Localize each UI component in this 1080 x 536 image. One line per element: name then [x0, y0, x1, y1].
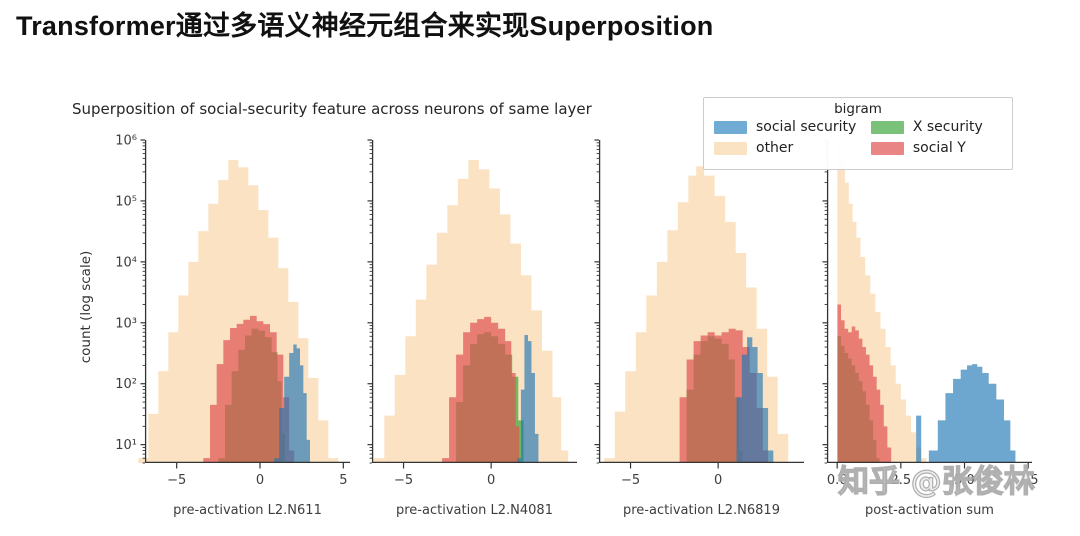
x-tick-label: 0.0 — [827, 473, 848, 488]
legend-entry-x-security: X security — [870, 119, 1002, 135]
legend-label: social security — [756, 119, 857, 135]
x-axis-label-1: pre-activation L2.N611 — [173, 503, 322, 518]
subplot-4-canvas: 0.0 2.5 5.0 7.5 — [822, 139, 1039, 488]
legend-swatch-x-security — [870, 120, 904, 134]
subplot-4: 0.0 2.5 5.0 7.5 post-activation sum — [822, 139, 1039, 518]
subplot-1-canvas: 10¹ 10² 10³ 10⁴ 10⁵ 10⁶ −5 0 5 — [115, 134, 350, 488]
x-tick-label: −5 — [621, 473, 640, 488]
subplot-1: 10¹ 10² 10³ 10⁴ 10⁵ 10⁶ −5 0 5 pre-activation L2.… — [115, 134, 350, 518]
hist-social-security — [916, 364, 1016, 463]
hist-social-security — [274, 344, 310, 463]
legend-label: X security — [912, 119, 983, 135]
x-tick-label: 7.5 — [1018, 473, 1039, 488]
x-axis-label-3: pre-activation L2.N6819 — [623, 503, 780, 518]
x-axis-label-4: post-activation sum — [865, 503, 994, 518]
x-tick-label: 5 — [339, 473, 347, 488]
x-tick-label: 0 — [256, 473, 264, 488]
y-tick-label: 10² — [115, 377, 137, 392]
subplot-3-canvas: −5 0 — [594, 139, 804, 488]
watermark: 知乎 @张俊林 — [837, 463, 1035, 500]
y-tick-label: 10¹ — [115, 438, 137, 453]
subplot-2: −5 0 pre-activation L2.N4081 — [367, 139, 577, 518]
legend-label: social Y — [912, 140, 966, 156]
legend-swatch-social-security — [714, 120, 747, 134]
chart-title: Superposition of social-security feature… — [72, 100, 592, 118]
y-tick-label: 10⁴ — [115, 255, 137, 270]
x-tick-label: −5 — [394, 473, 413, 488]
legend-entry-social-y: social Y — [870, 140, 1002, 156]
x-tick-label: −5 — [167, 473, 186, 488]
page-title: Transformer通过多语义神经元组合来实现Superposition — [16, 11, 714, 41]
subplot-3: −5 0 pre-activation L2.N6819 — [594, 139, 804, 518]
legend: bigram social security X security other soc… — [703, 97, 1013, 170]
hist-social-y — [837, 304, 896, 463]
subplot-2-canvas: −5 0 — [367, 139, 577, 488]
legend-title: bigram — [834, 101, 882, 117]
x-tick-label: 2.5 — [891, 473, 912, 488]
x-tick-label: 5.0 — [954, 473, 975, 488]
y-tick-label: 10³ — [115, 316, 137, 331]
y-axis-label: count (log scale) — [78, 250, 94, 364]
hist-social-security — [517, 335, 539, 463]
y-tick-label: 10⁵ — [115, 194, 137, 209]
hist-social-y — [203, 315, 295, 463]
legend-label: other — [756, 140, 794, 156]
hist-social-y — [442, 316, 520, 463]
legend-entry-social-security: social security — [714, 119, 865, 135]
x-tick-label: 0 — [714, 473, 722, 488]
legend-swatch-social-y — [870, 141, 904, 155]
x-axis-label-2: pre-activation L2.N4081 — [396, 503, 553, 518]
hist-other — [373, 159, 569, 464]
legend-entry-other: other — [714, 140, 865, 156]
legend-swatch-other — [714, 141, 747, 155]
x-tick-label: 0 — [487, 473, 495, 488]
y-tick-label: 10⁶ — [115, 134, 137, 149]
hist-social-security — [731, 337, 774, 463]
legend-entries: social security X security other social Y — [714, 119, 1002, 156]
